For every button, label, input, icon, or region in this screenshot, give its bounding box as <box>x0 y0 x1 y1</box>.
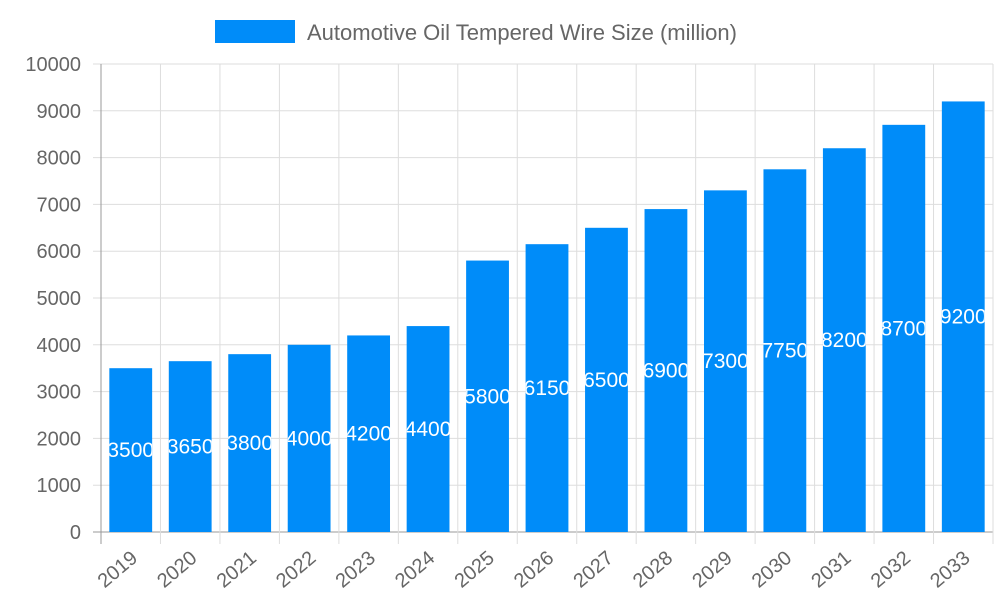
data-label: 5800 <box>464 385 511 408</box>
x-tick-label: 2020 <box>153 547 201 592</box>
bar <box>882 124 926 532</box>
x-tick-label: 2024 <box>391 547 439 592</box>
bar <box>406 326 450 532</box>
bar <box>941 101 985 532</box>
data-label: 4000 <box>286 427 333 450</box>
x-tick-label: 2022 <box>272 547 320 592</box>
y-tick-label: 2000 <box>37 428 82 450</box>
x-tick-label: 2032 <box>867 547 915 592</box>
data-label: 6150 <box>524 377 571 400</box>
bar <box>644 209 688 532</box>
data-label: 6900 <box>643 360 690 383</box>
data-label: 7300 <box>702 350 749 373</box>
y-tick-label: 3000 <box>37 382 82 404</box>
x-tick-label: 2025 <box>451 547 499 592</box>
data-label: 8700 <box>880 317 927 340</box>
legend-label: Automotive Oil Tempered Wire Size (milli… <box>307 20 737 45</box>
bars: 3500 3650 3800 4000 4200 4400 5800 6150 6500 6900… <box>107 101 987 533</box>
data-label: 4400 <box>405 418 452 441</box>
grid <box>93 63 994 544</box>
bar <box>228 354 272 532</box>
x-tick-label: 2027 <box>569 547 617 592</box>
x-tick-label: 2021 <box>213 547 261 592</box>
data-label: 9200 <box>940 306 987 329</box>
data-label: 3650 <box>167 436 214 459</box>
y-tick-label: 7000 <box>37 194 82 216</box>
data-label: 3500 <box>107 439 154 462</box>
x-tick-label: 2031 <box>807 547 855 592</box>
x-tick-label: 2019 <box>94 547 142 592</box>
data-label: 4200 <box>345 423 392 446</box>
y-tick-label: 9000 <box>37 101 82 123</box>
bar <box>703 190 747 533</box>
legend[interactable]: Automotive Oil Tempered Wire Size (milli… <box>215 20 737 45</box>
x-tick-label: 2029 <box>688 547 736 592</box>
y-tick-label: 10000 <box>25 54 81 76</box>
x-tick-label: 2030 <box>748 547 796 592</box>
y-tick-label: 5000 <box>37 288 82 310</box>
y-tick-label: 6000 <box>37 241 82 263</box>
y-tick-label: 4000 <box>37 335 82 357</box>
x-tick-label: 2028 <box>629 547 677 592</box>
bar <box>109 368 153 532</box>
data-label: 6500 <box>583 369 630 392</box>
bar <box>525 244 569 532</box>
bar <box>763 169 807 533</box>
bar <box>822 148 866 533</box>
y-tick-label: 0 <box>70 522 81 544</box>
bar <box>466 260 509 532</box>
bar <box>287 344 331 532</box>
x-tick-label: 2023 <box>332 547 380 592</box>
x-tick-label: 2033 <box>926 547 974 592</box>
data-label: 3800 <box>226 432 273 455</box>
y-tick-label: 1000 <box>37 475 82 497</box>
bar <box>347 335 391 532</box>
bar <box>168 361 212 532</box>
x-tick-label: 2026 <box>510 547 558 592</box>
data-label: 8200 <box>821 329 868 352</box>
legend-swatch <box>215 20 295 43</box>
bar <box>585 227 628 533</box>
data-label: 7750 <box>762 340 809 363</box>
y-tick-label: 8000 <box>37 148 82 170</box>
